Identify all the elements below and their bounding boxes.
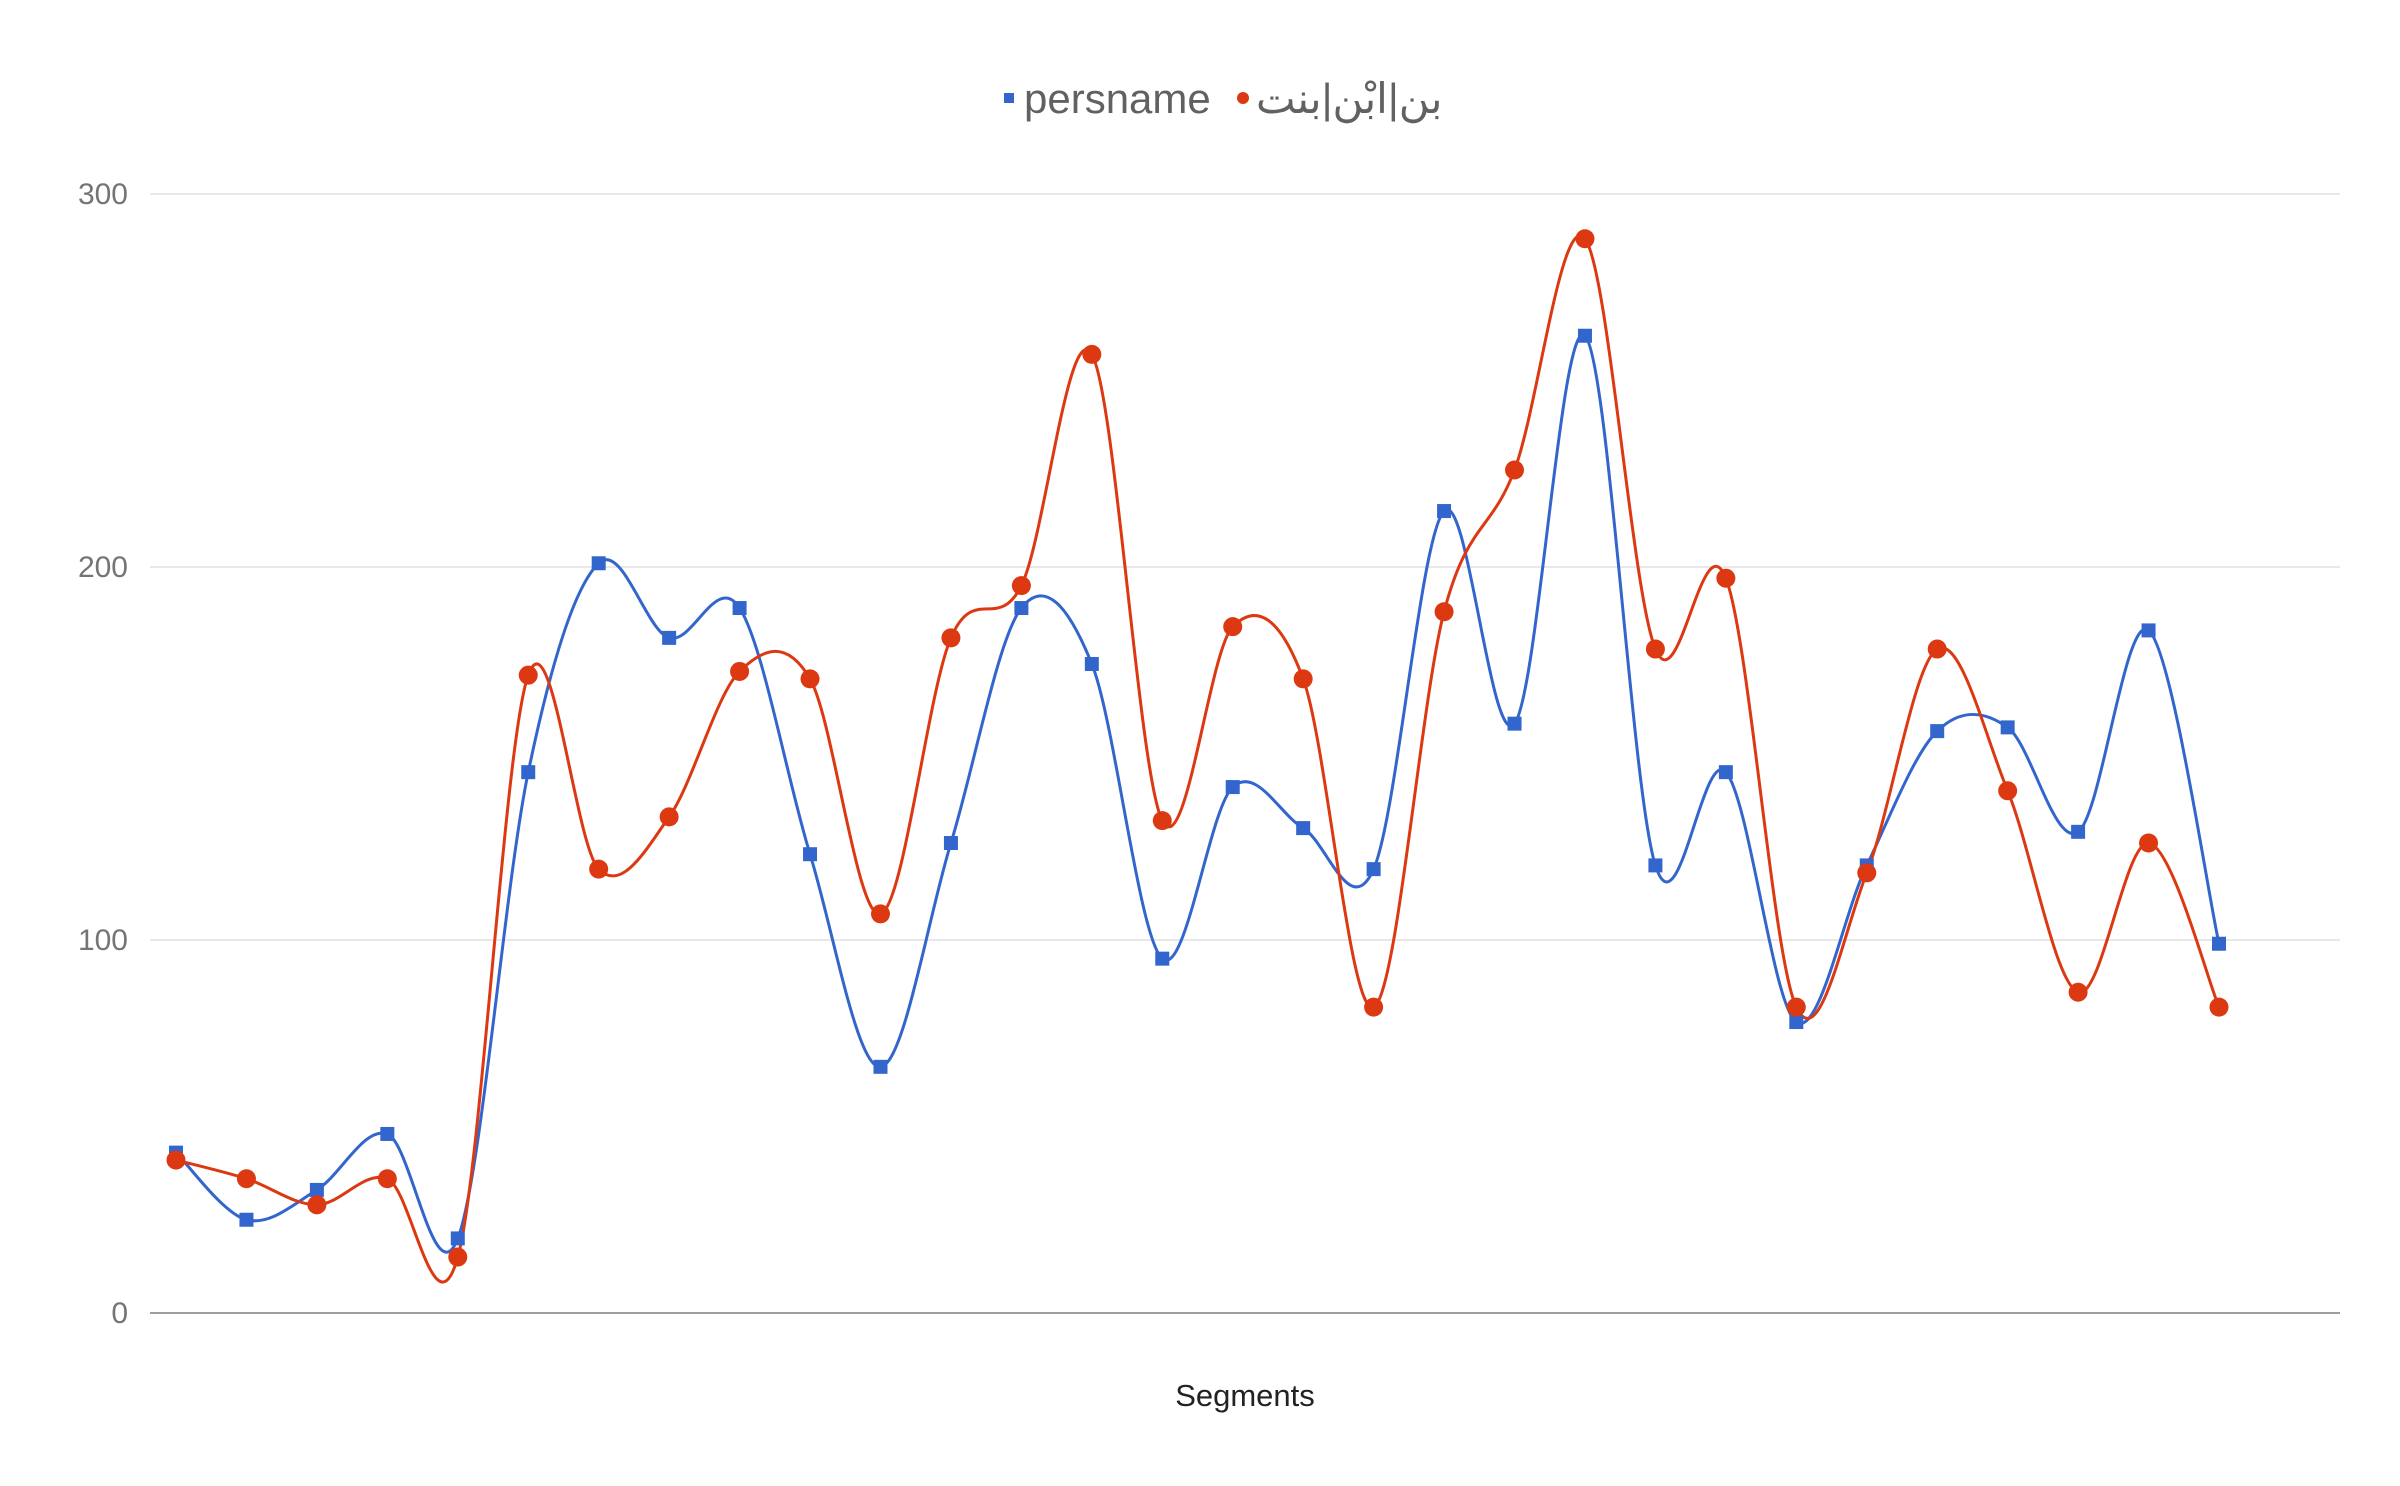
data-point[interactable] xyxy=(1857,863,1877,883)
data-point[interactable] xyxy=(307,1195,327,1215)
data-point[interactable] xyxy=(2212,936,2226,951)
data-point[interactable] xyxy=(1718,765,1733,780)
data-point[interactable] xyxy=(1789,1015,1804,1030)
series-markers xyxy=(166,229,2229,1267)
data-point[interactable] xyxy=(659,807,679,827)
data-point[interactable] xyxy=(1930,724,1945,739)
y-tick-label: 0 xyxy=(111,1297,128,1330)
legend-item-1[interactable]: persname xyxy=(1004,75,1211,122)
data-point[interactable] xyxy=(2068,982,2088,1002)
data-point[interactable] xyxy=(730,661,750,681)
legend-label-1: persname xyxy=(1024,75,1211,122)
data-point[interactable] xyxy=(732,601,747,616)
data-point[interactable] xyxy=(1998,781,2018,801)
data-point[interactable] xyxy=(2209,997,2229,1017)
data-point[interactable] xyxy=(1293,669,1313,689)
data-point[interactable] xyxy=(380,1126,395,1141)
series-line-2 xyxy=(175,234,2221,1284)
data-point[interactable] xyxy=(450,1231,465,1246)
data-point[interactable] xyxy=(1296,821,1311,836)
data-point[interactable] xyxy=(1507,716,1522,731)
x-axis-title: Segments xyxy=(1175,1378,1315,1413)
y-tick-label: 200 xyxy=(78,551,128,584)
data-point[interactable] xyxy=(309,1182,324,1197)
data-point[interactable] xyxy=(166,1150,186,1170)
data-point[interactable] xyxy=(1645,639,1665,659)
data-point[interactable] xyxy=(2141,623,2156,638)
data-point[interactable] xyxy=(1014,601,1029,616)
data-point[interactable] xyxy=(1364,997,1384,1017)
data-point[interactable] xyxy=(1011,576,1031,596)
legend-label-2: بن|ابْن|بنت xyxy=(1256,75,1442,123)
data-point[interactable] xyxy=(239,1212,254,1227)
data-point[interactable] xyxy=(1716,568,1736,588)
gridlines xyxy=(150,193,2340,941)
data-point[interactable] xyxy=(1577,328,1592,343)
data-point[interactable] xyxy=(1505,460,1525,480)
legend-marker-1 xyxy=(1004,93,1014,103)
data-point[interactable] xyxy=(2000,720,2015,735)
data-point[interactable] xyxy=(236,1169,256,1189)
data-point[interactable] xyxy=(1437,504,1452,519)
data-point[interactable] xyxy=(662,630,677,645)
series-lines xyxy=(174,234,2221,1284)
data-point[interactable] xyxy=(1927,639,1947,659)
data-point[interactable] xyxy=(591,556,606,571)
legend-item-2[interactable]: بن|ابْن|بنت xyxy=(1237,75,1442,123)
data-point[interactable] xyxy=(1366,862,1381,877)
data-point[interactable] xyxy=(1155,951,1170,966)
data-point[interactable] xyxy=(870,904,890,924)
data-point[interactable] xyxy=(941,628,961,648)
data-point[interactable] xyxy=(2139,833,2159,853)
data-point[interactable] xyxy=(2071,824,2086,839)
data-point[interactable] xyxy=(589,859,609,879)
data-point[interactable] xyxy=(1223,617,1243,637)
data-point[interactable] xyxy=(1225,780,1240,795)
data-point[interactable] xyxy=(518,665,538,685)
axes: 0 100 200 300 xyxy=(78,178,2340,1330)
data-point[interactable] xyxy=(1648,858,1663,873)
series-line-1 xyxy=(174,333,2221,1254)
y-tick-label: 300 xyxy=(78,178,128,211)
data-point[interactable] xyxy=(1575,229,1595,249)
data-point[interactable] xyxy=(1082,344,1102,364)
y-tick-label: 100 xyxy=(78,924,128,957)
data-point[interactable] xyxy=(803,847,818,862)
data-point[interactable] xyxy=(800,669,820,689)
data-point[interactable] xyxy=(943,836,958,851)
data-point[interactable] xyxy=(448,1247,468,1267)
data-point[interactable] xyxy=(1084,656,1099,671)
legend[interactable]: persname بن|ابْن|بنت xyxy=(1004,75,1442,123)
data-point[interactable] xyxy=(873,1059,888,1074)
data-point[interactable] xyxy=(1786,997,1806,1017)
legend-marker-2 xyxy=(1237,92,1249,104)
data-point[interactable] xyxy=(1434,602,1454,622)
data-point[interactable] xyxy=(1152,811,1172,831)
data-point[interactable] xyxy=(521,765,536,780)
data-point[interactable] xyxy=(377,1169,397,1189)
